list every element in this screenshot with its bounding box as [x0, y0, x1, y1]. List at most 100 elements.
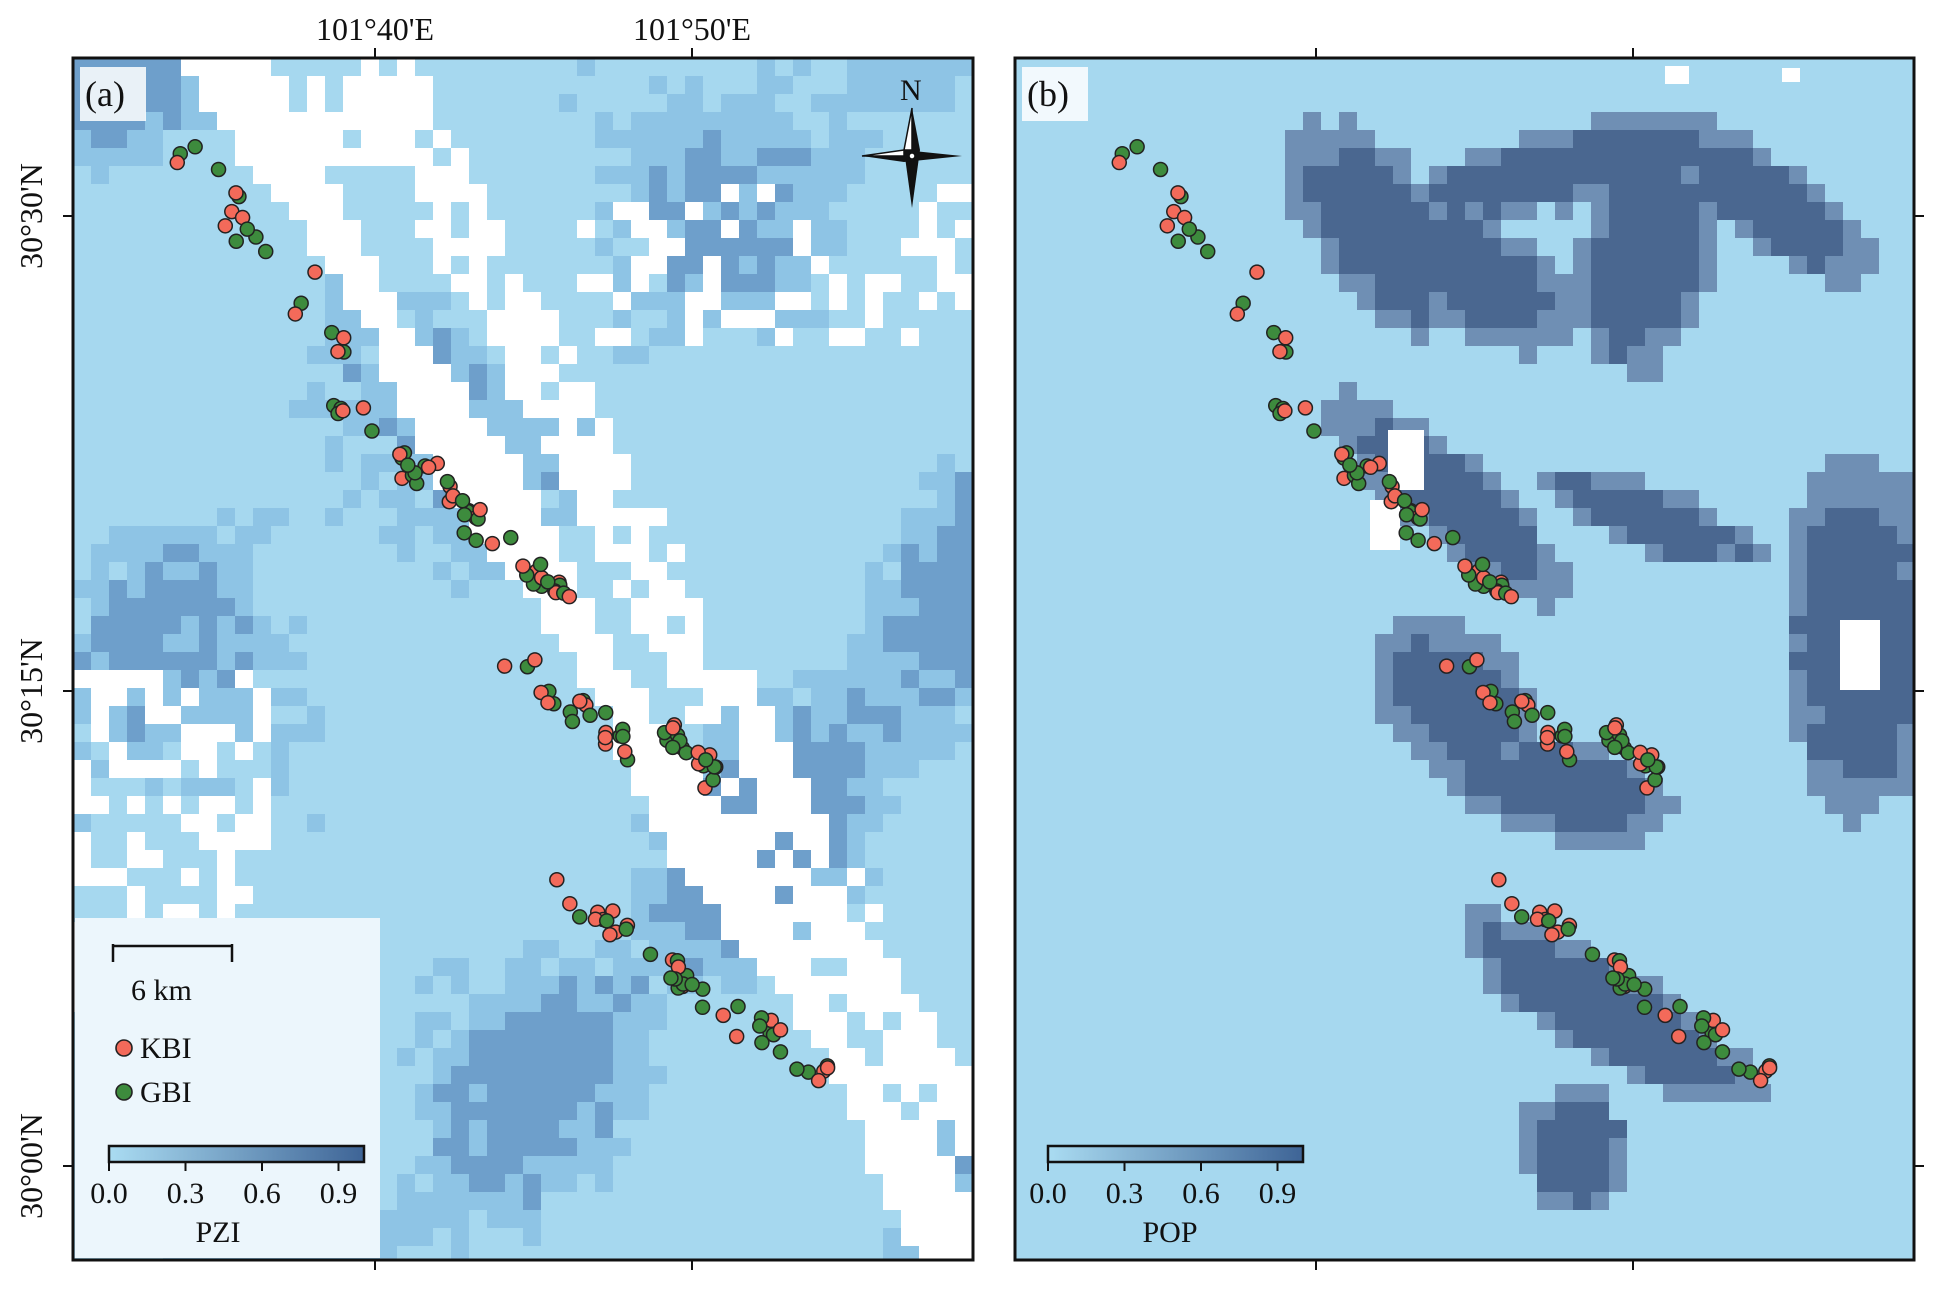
- gbi-point: [1506, 713, 1523, 730]
- raster-cell: [1555, 814, 1573, 832]
- raster-cell: [1627, 1030, 1645, 1048]
- raster-cell: [1393, 184, 1411, 202]
- gbi-point: [1381, 473, 1398, 490]
- raster-cell: [883, 76, 901, 94]
- raster-cell: [235, 562, 253, 580]
- raster-cell: [253, 832, 271, 850]
- raster-cell: [739, 94, 757, 112]
- raster-cell: [253, 652, 271, 670]
- raster-cell: [595, 670, 613, 688]
- raster-cell: [649, 238, 667, 256]
- raster-cell: [1447, 688, 1465, 706]
- raster-cell: [883, 1246, 901, 1260]
- raster-cell: [901, 508, 919, 526]
- raster-cell: [109, 652, 127, 670]
- raster-cell: [847, 814, 865, 832]
- raster-cell: [1627, 832, 1645, 850]
- raster-cell: [631, 130, 649, 148]
- raster-cell: [577, 616, 595, 634]
- raster-cell: [757, 706, 775, 724]
- raster-cell: [595, 544, 613, 562]
- raster-cell: [595, 1066, 613, 1084]
- raster-cell: [883, 580, 901, 598]
- raster-cell: [595, 652, 613, 670]
- raster-cell: [613, 958, 631, 976]
- raster-cell: [451, 238, 469, 256]
- panel-b-colorbar-tick: 0.9: [1259, 1177, 1297, 1210]
- raster-cell: [1411, 238, 1429, 256]
- raster-cell: [433, 436, 451, 454]
- raster-cell: [361, 328, 379, 346]
- raster-cell: [1321, 400, 1339, 418]
- raster-cell: [127, 886, 145, 904]
- raster-cell: [1393, 202, 1411, 220]
- raster-cell: [289, 400, 307, 418]
- raster-cell: [1537, 130, 1555, 148]
- raster-cell: [1555, 490, 1573, 508]
- raster-cell: [433, 1138, 451, 1156]
- raster-cell: [1447, 238, 1465, 256]
- raster-cell: [1447, 760, 1465, 778]
- raster-cell: [199, 544, 217, 562]
- raster-cell: [1501, 796, 1519, 814]
- raster-cell: [667, 850, 685, 868]
- raster-cell: [883, 760, 901, 778]
- raster-cell: [163, 580, 181, 598]
- raster-cell: [1789, 724, 1807, 742]
- gbi-point: [1398, 525, 1414, 541]
- raster-cell: [1645, 364, 1663, 382]
- raster-cell: [703, 310, 721, 328]
- raster-cell: [1825, 706, 1843, 724]
- raster-cell: [379, 292, 397, 310]
- raster-cell: [1321, 238, 1339, 256]
- raster-cell: [613, 976, 631, 994]
- raster-cell: [1447, 472, 1465, 490]
- raster-cell: [289, 724, 307, 742]
- raster-cell: [181, 652, 199, 670]
- raster-cell: [1609, 472, 1627, 490]
- raster-cell: [919, 652, 937, 670]
- raster-cell: [1861, 544, 1879, 562]
- raster-cell: [1555, 1084, 1573, 1102]
- raster-cell: [685, 238, 703, 256]
- raster-cell: [685, 634, 703, 652]
- raster-cell: [1537, 148, 1555, 166]
- raster-cell: [217, 94, 235, 112]
- raster-cell: [1519, 724, 1537, 742]
- kbi-point: [1670, 1028, 1687, 1045]
- raster-cell: [1501, 508, 1519, 526]
- raster-cell: [955, 616, 973, 634]
- raster-cell: [1375, 652, 1393, 670]
- raster-cell: [1879, 526, 1897, 544]
- gbi-point: [694, 999, 711, 1016]
- raster-cell: [451, 1048, 469, 1066]
- raster-cell: [343, 112, 361, 130]
- raster-cell: [1879, 670, 1897, 688]
- raster-cell: [829, 850, 847, 868]
- raster-cell: [937, 634, 955, 652]
- raster-cell: [1609, 130, 1627, 148]
- raster-cell: [955, 1192, 973, 1210]
- raster-cell: [523, 1210, 541, 1228]
- raster-cell: [919, 688, 937, 706]
- raster-cell: [865, 940, 883, 958]
- raster-cell: [775, 688, 793, 706]
- raster-cell: [613, 670, 631, 688]
- raster-cell: [1645, 148, 1663, 166]
- raster-cell: [955, 1228, 973, 1246]
- raster-cell: [433, 1120, 451, 1138]
- raster-cell: [505, 1174, 523, 1192]
- kbi-point: [772, 1022, 789, 1038]
- raster-cell: [505, 1030, 523, 1048]
- raster-cell: [1357, 220, 1375, 238]
- raster-cell: [1285, 202, 1303, 220]
- raster-cell: [505, 400, 523, 418]
- raster-cell: [1663, 292, 1681, 310]
- raster-cell: [577, 382, 595, 400]
- raster-cell: [1735, 148, 1753, 166]
- raster-cell: [505, 1012, 523, 1030]
- raster-cell: [1555, 1156, 1573, 1174]
- raster-cell: [1483, 256, 1501, 274]
- raster-cell: [127, 706, 145, 724]
- raster-cell: [577, 472, 595, 490]
